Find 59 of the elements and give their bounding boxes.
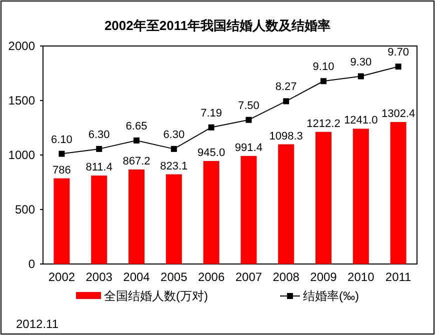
data-label: 1098.3	[269, 130, 303, 142]
bar	[54, 178, 70, 264]
data-label: 7.50	[238, 100, 260, 112]
point	[358, 73, 364, 80]
point	[320, 78, 326, 84]
point	[58, 150, 65, 157]
data-label: 7.19	[200, 107, 222, 120]
bar	[390, 122, 406, 264]
x-tick-label: 2007	[235, 270, 262, 284]
data-label: 9.70	[388, 46, 410, 59]
data-label: 811.4	[86, 162, 112, 174]
data-label: 6.65	[126, 120, 148, 132]
point	[134, 137, 140, 144]
data-label: 786	[52, 164, 71, 176]
point	[96, 146, 102, 152]
data-label: 6.30	[163, 128, 185, 141]
data-label: 1302.4	[381, 108, 416, 120]
data-label: 8.27	[275, 81, 297, 94]
y-tick-label: 1500	[8, 94, 36, 108]
x-tick-label: 2004	[123, 270, 150, 284]
point	[283, 98, 290, 104]
x-tick-label: 2011	[385, 270, 412, 284]
data-label: 9.10	[312, 61, 334, 74]
data-label: 867.2	[122, 155, 150, 168]
x-tick-label: 2010	[348, 270, 375, 284]
x-tick-label: 2006	[198, 270, 225, 284]
chart-title: 2002年至2011年我国结婚人数及结婚率	[104, 18, 331, 33]
data-label: 9.30	[350, 56, 372, 68]
x-tick-label: 2003	[86, 270, 113, 284]
bar	[128, 169, 144, 264]
y-tick-label: 500	[14, 202, 36, 216]
bar	[166, 174, 182, 264]
data-label: 1212.2	[306, 118, 340, 130]
text: 2012.11	[16, 317, 59, 331]
point	[170, 146, 177, 152]
legend-label: 全国结婚人数(万对)	[104, 289, 208, 303]
y-tick-label: 2000	[8, 39, 36, 53]
bar	[240, 156, 257, 264]
data-label: 6.30	[88, 128, 110, 141]
y-tick-label: 1000	[8, 148, 36, 162]
x-tick-label: 2009	[310, 270, 338, 284]
data-label: 6.10	[50, 134, 72, 146]
data-label: 1241.0	[344, 114, 378, 127]
y-tick-label: 0	[28, 257, 36, 271]
x-tick-label: 2002	[48, 270, 76, 284]
bar	[278, 144, 294, 264]
bar	[352, 128, 369, 264]
bar	[316, 132, 332, 264]
point	[208, 124, 214, 130]
x-tick-label: 2008	[272, 270, 300, 284]
x-tick-label: 2005	[160, 270, 188, 284]
legend-label: 结婚率(‰)	[303, 289, 359, 303]
point	[395, 64, 402, 70]
bar	[203, 160, 220, 264]
point	[246, 116, 252, 123]
data-label: 991.4	[234, 142, 262, 154]
data-label: 945.0	[198, 146, 226, 159]
bar	[91, 176, 108, 264]
data-label: 823.1	[160, 160, 188, 172]
